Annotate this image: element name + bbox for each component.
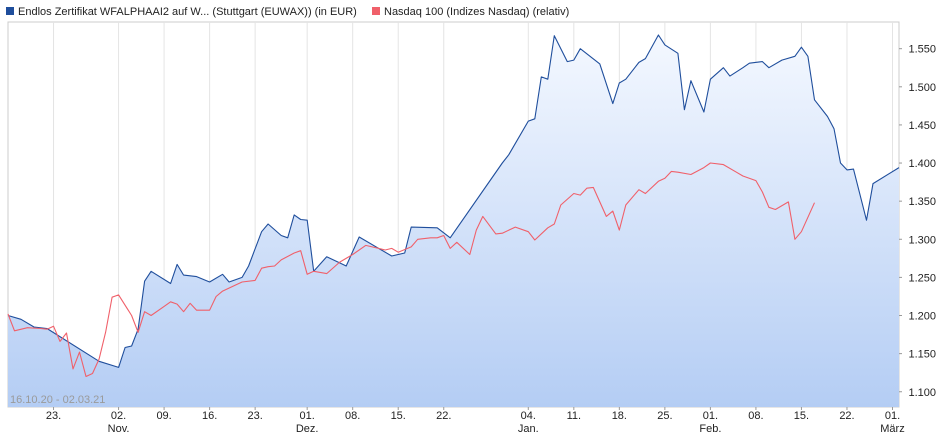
area-layer — [8, 35, 899, 407]
x-tick-label-10: 11. — [567, 410, 581, 422]
y-tick-label-2: 1.200 — [908, 311, 936, 323]
x-tick-label-14: 08. — [748, 410, 763, 422]
x-tick-label-16: 22. — [839, 410, 854, 422]
legend-label-zertifikat: Endlos Zertifikat WFALPHAAI2 auf W... (S… — [18, 6, 357, 18]
x-month-label-2: Jan. — [518, 423, 539, 435]
x-month-label-0: Nov. — [108, 423, 130, 435]
y-tick-label-4: 1.300 — [908, 234, 936, 246]
x-month-label-4: März — [880, 423, 904, 435]
date-range-label: 16.10.20 - 02.03.21 — [10, 394, 105, 406]
x-axis: 23. 02. 09. 16. 23. 01. 08. 15. 22. 04. 11. 18. 25. 0… — [46, 407, 905, 435]
legend-label-nasdaq: Nasdaq 100 (Indizes Nasdaq) (relativ) — [384, 6, 569, 18]
x-tick-label-0: 23. — [46, 410, 61, 422]
x-tick-label-6: 08. — [345, 410, 360, 422]
x-tick-label-4: 23. — [247, 410, 262, 422]
y-tick-label-8: 1.500 — [908, 82, 936, 94]
y-tick-label-9: 1.550 — [908, 44, 936, 56]
legend-swatch-nasdaq — [372, 7, 380, 15]
x-tick-label-8: 22. — [436, 410, 451, 422]
x-tick-label-3: 16. — [202, 410, 217, 422]
x-tick-label-17: 01. — [885, 410, 900, 422]
legend-swatch-zertifikat — [6, 7, 14, 15]
x-tick-label-11: 18. — [612, 410, 627, 422]
y-tick-label-0: 1.100 — [908, 387, 936, 399]
series-line-1 — [7, 162, 816, 378]
chart-legend: Endlos Zertifikat WFALPHAAI2 auf W... (S… — [6, 6, 569, 18]
y-tick-label-3: 1.250 — [908, 272, 936, 284]
x-tick-label-1: 02. — [111, 410, 126, 422]
series-line-0 — [7, 34, 900, 368]
y-tick-label-5: 1.350 — [908, 196, 936, 208]
x-tick-label-2: 09. — [156, 410, 171, 422]
x-tick-label-12: 25. — [657, 410, 672, 422]
x-month-label-1: Dez. — [296, 423, 319, 435]
x-tick-label-15: 15. — [794, 410, 809, 422]
x-tick-label-9: 04. — [521, 410, 536, 422]
y-tick-label-1: 1.150 — [908, 349, 936, 361]
lines-layer — [7, 34, 900, 378]
series-area-0 — [8, 35, 899, 407]
x-month-label-3: Feb. — [699, 423, 721, 435]
y-tick-label-6: 1.400 — [908, 158, 936, 170]
y-axis: 1.100 1.150 1.200 1.250 1.300 1.350 1.400 1.450… — [899, 44, 936, 399]
x-tick-label-5: 01. — [300, 410, 315, 422]
x-tick-label-13: 01. — [703, 410, 718, 422]
y-tick-label-7: 1.450 — [908, 120, 936, 132]
x-tick-label-7: 15. — [391, 410, 406, 422]
